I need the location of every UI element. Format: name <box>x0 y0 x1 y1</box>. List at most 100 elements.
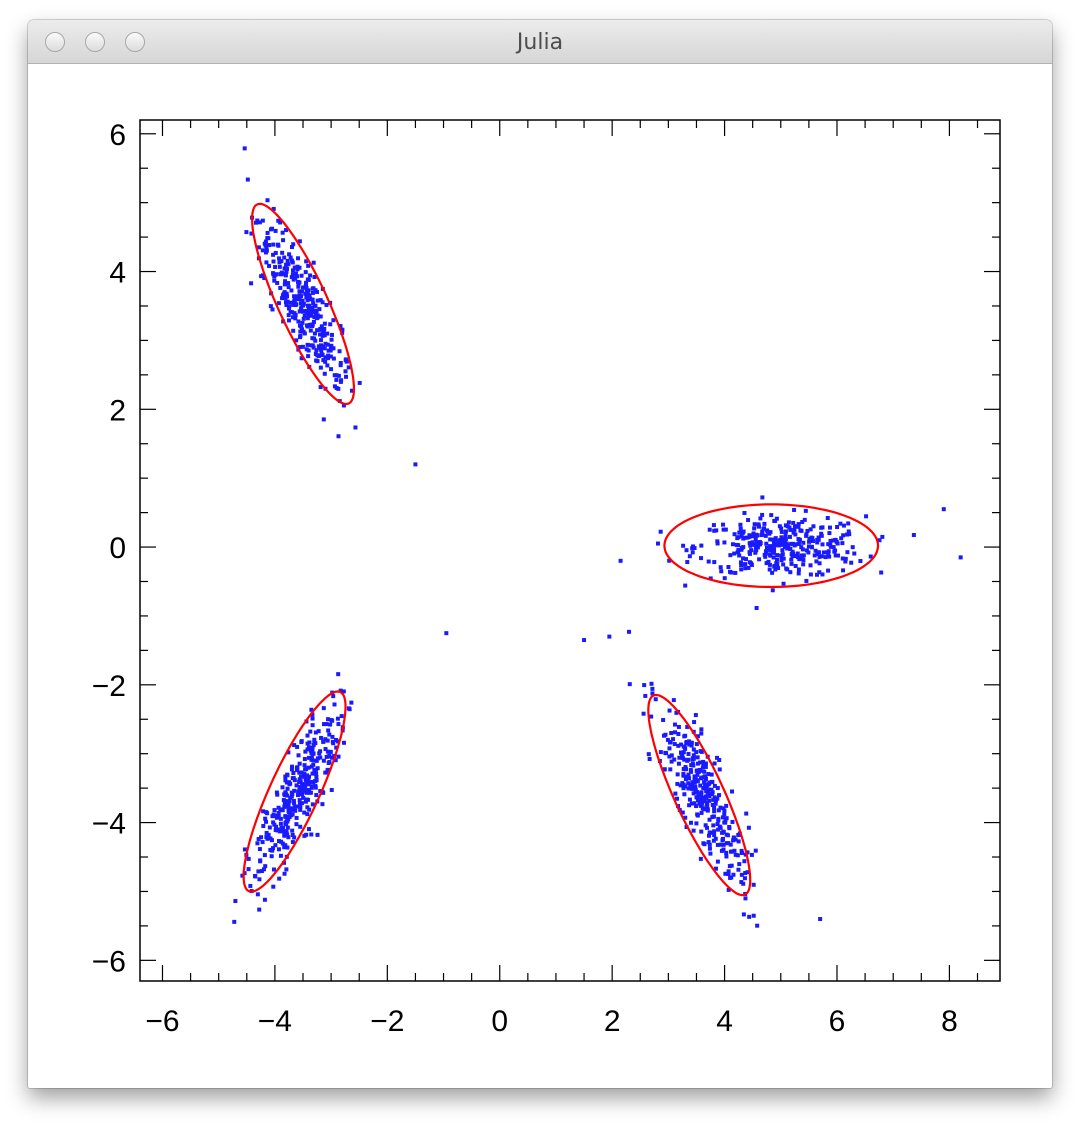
data-point <box>323 341 328 346</box>
data-point <box>755 545 760 550</box>
data-point <box>743 870 748 875</box>
data-point <box>707 527 712 532</box>
data-point <box>690 780 695 785</box>
data-point <box>280 271 285 276</box>
data-point <box>333 758 338 763</box>
data-point <box>279 259 284 264</box>
data-point <box>715 842 720 847</box>
data-point <box>728 842 733 847</box>
data-point <box>353 425 358 430</box>
data-point <box>256 836 261 841</box>
data-point <box>727 864 732 869</box>
data-point <box>287 304 292 309</box>
data-point <box>307 304 312 309</box>
data-point <box>331 694 336 699</box>
minimize-button[interactable] <box>85 32 105 52</box>
data-point <box>756 524 761 529</box>
data-point <box>303 270 308 275</box>
data-point <box>301 309 306 314</box>
data-point <box>742 876 747 881</box>
data-point <box>718 565 723 570</box>
data-point <box>715 859 720 864</box>
data-point <box>739 534 744 539</box>
data-point <box>319 735 324 740</box>
data-point <box>682 792 687 797</box>
data-point <box>320 300 325 305</box>
data-point <box>334 373 339 378</box>
data-point <box>306 348 311 353</box>
data-point <box>261 809 266 814</box>
data-point <box>817 554 822 559</box>
data-point <box>744 811 749 816</box>
data-point <box>690 544 695 549</box>
data-point <box>310 306 315 311</box>
data-point <box>806 544 811 549</box>
data-point <box>315 756 320 761</box>
data-point <box>941 507 946 512</box>
data-point <box>268 304 273 309</box>
data-point <box>668 767 673 772</box>
data-point <box>286 318 291 323</box>
data-point <box>289 767 294 772</box>
data-point <box>815 540 820 545</box>
data-point <box>255 218 260 223</box>
data-point <box>296 284 301 289</box>
data-point <box>702 798 707 803</box>
data-point <box>675 781 680 786</box>
title-bar[interactable]: Julia <box>28 20 1052 64</box>
data-point <box>327 732 332 737</box>
data-point <box>302 833 307 838</box>
data-point <box>819 525 824 530</box>
data-point <box>724 841 729 846</box>
data-point <box>336 754 341 759</box>
data-point <box>323 770 328 775</box>
data-point <box>672 757 677 762</box>
data-point <box>289 288 294 293</box>
data-point <box>820 542 825 547</box>
data-point <box>712 829 717 834</box>
zoom-button[interactable] <box>125 32 145 52</box>
data-point <box>751 913 756 918</box>
data-point <box>282 255 287 260</box>
data-point <box>796 571 801 576</box>
data-point <box>793 542 798 547</box>
data-point <box>817 561 822 566</box>
data-point <box>306 354 311 359</box>
data-point <box>329 787 334 792</box>
data-point <box>257 847 262 852</box>
data-point <box>307 788 312 793</box>
data-point <box>793 532 798 537</box>
data-point <box>259 835 264 840</box>
data-point <box>769 513 774 518</box>
close-button[interactable] <box>45 32 65 52</box>
data-point <box>676 743 681 748</box>
data-point <box>747 534 752 539</box>
data-point <box>711 814 716 819</box>
data-point <box>294 338 299 343</box>
data-point <box>283 791 288 796</box>
data-point <box>284 780 289 785</box>
data-point <box>682 757 687 762</box>
data-point <box>680 753 685 758</box>
data-point <box>322 321 327 326</box>
data-point <box>653 697 658 702</box>
axis-ticks <box>140 120 1000 981</box>
data-point <box>781 541 786 546</box>
data-point <box>838 521 843 526</box>
data-point <box>736 535 741 540</box>
data-point <box>338 360 343 365</box>
data-point <box>290 832 295 837</box>
y-tick-label: −2 <box>92 670 126 703</box>
data-point <box>292 743 297 748</box>
data-point <box>693 713 698 718</box>
data-point <box>727 569 732 574</box>
data-point <box>323 747 328 752</box>
data-point <box>821 550 826 555</box>
data-point <box>773 567 778 572</box>
data-point <box>309 784 314 789</box>
data-point <box>662 767 667 772</box>
data-point <box>802 517 807 522</box>
data-point <box>692 780 697 785</box>
data-point <box>349 700 354 705</box>
data-point <box>783 529 788 534</box>
